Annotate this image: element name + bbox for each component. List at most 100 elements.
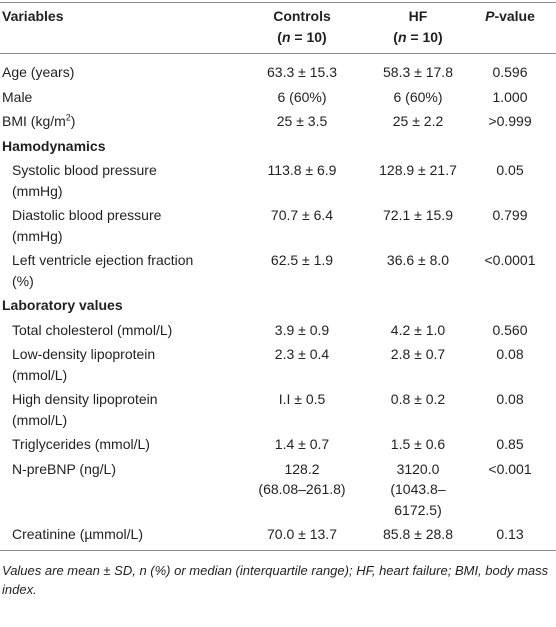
- text: 128.2: [284, 460, 320, 477]
- text: (68.08–261.8): [258, 481, 346, 497]
- text: Male: [2, 88, 33, 105]
- value-cell: 70.0 ± 13.7: [232, 522, 372, 550]
- value-cell: <0.0001: [464, 248, 556, 293]
- text: 0.799: [492, 207, 528, 223]
- value-cell: 58.3 ± 17.8: [372, 54, 464, 85]
- data-row: N-preBNP (ng/L) 128.2 (68.08–261.8) 3120.0 (…: [0, 457, 556, 523]
- text-line: (mmHg): [12, 226, 232, 247]
- text: 2.3 ± 0.4: [274, 346, 330, 362]
- text-segment: n: [397, 28, 407, 45]
- text-segment: (: [277, 28, 282, 45]
- value-cell: 0.560: [464, 318, 556, 343]
- row-label: Low-density lipoprotein (mmol/L): [0, 342, 232, 387]
- text: 0.8 ± 0.2: [390, 391, 446, 407]
- text: 4.2 ± 1.0: [390, 321, 446, 338]
- text-line: (mmol/L): [12, 410, 232, 431]
- value-cell: 0.08: [464, 387, 556, 432]
- text: 0.08: [496, 391, 524, 407]
- value-cell: 128.2 (68.08–261.8): [232, 457, 372, 523]
- data-row: Left ventricle ejection fraction (%) 62.5 …: [0, 248, 556, 293]
- text: 25 ± 3.5: [276, 113, 328, 129]
- table-header: Variables Controls (n = 10) HF (n = 10) P-val…: [0, 2, 556, 54]
- value-cell: 0.8 ± 0.2: [372, 387, 464, 432]
- text: 6 (60%): [277, 88, 327, 105]
- text: >0.999: [488, 113, 532, 129]
- text-line: (n = 10): [232, 27, 372, 48]
- row-label: Age (years): [0, 54, 232, 85]
- text-line: 3120.0: [372, 459, 464, 480]
- text: 6 (60%): [393, 88, 443, 105]
- text: <0.001: [488, 460, 532, 477]
- text: 3.9 ± 0.9: [274, 321, 330, 338]
- text: 113.8 ± 6.9: [267, 162, 337, 178]
- text: Triglycerides (mmol/L): [12, 436, 150, 452]
- row-label: Male: [0, 85, 232, 110]
- value-cell: <0.001: [464, 457, 556, 523]
- text: 36.6 ± 8.0: [386, 252, 450, 268]
- text-line: (%): [12, 271, 232, 292]
- text-segment: -value: [494, 8, 535, 24]
- text-line: (mmHg): [12, 181, 232, 202]
- value-cell: 2.3 ± 0.4: [232, 342, 372, 387]
- row-label: High density lipoprotein (mmol/L): [0, 387, 232, 432]
- footnote: Values are mean ± SD, n (%) or median (i…: [2, 562, 549, 597]
- section-row: Hamodynamics: [0, 134, 556, 159]
- value-cell: 128.9 ± 21.7: [372, 158, 464, 203]
- text: 1.4 ± 0.7: [274, 436, 330, 452]
- text-line: (mmol/L): [12, 365, 232, 386]
- value-cell: 63.3 ± 15.3: [232, 54, 372, 85]
- value-cell: 0.08: [464, 342, 556, 387]
- text: High density lipoprotein: [12, 391, 158, 407]
- row-label: Triglycerides (mmol/L): [0, 432, 232, 457]
- text-line: High density lipoprotein: [12, 389, 232, 410]
- text: 0.05: [496, 162, 524, 178]
- data-row: Low-density lipoprotein (mmol/L) 2.3 ± 0.4…: [0, 342, 556, 387]
- data-row: Triglycerides (mmol/L) 1.4 ± 0.7 1.5 ± 0.6…: [0, 432, 556, 457]
- text: Variables: [2, 8, 64, 24]
- text: 85.8 ± 28.8: [383, 526, 453, 542]
- value-cell: 1.4 ± 0.7: [232, 432, 372, 457]
- text: 0.596: [492, 64, 528, 80]
- text: 128.9 ± 21.7: [379, 162, 457, 178]
- text: 25 ± 2.2: [392, 113, 444, 129]
- text: Total cholesterol (mmol/L): [12, 321, 173, 338]
- text: 63.3 ± 15.3: [267, 64, 337, 80]
- value-cell: 25 ± 3.5: [232, 109, 372, 134]
- value-cell: 25 ± 2.2: [372, 109, 464, 134]
- row-label: BMI (kg/m2): [0, 109, 232, 134]
- value-cell: 36.6 ± 8.0: [372, 248, 464, 293]
- text-line: (1043.8–6172.5): [372, 479, 464, 520]
- text: (mmHg): [12, 182, 63, 199]
- text-line: (n = 10): [372, 27, 464, 48]
- value-cell: 0.05: [464, 158, 556, 203]
- row-label: Creatinine (µmmol/L): [0, 522, 232, 550]
- value-cell: 3120.0 (1043.8–6172.5): [372, 457, 464, 523]
- text: (mmol/L): [12, 366, 68, 383]
- text-line: Controls: [232, 6, 372, 27]
- value-cell: I.I ± 0.5: [232, 387, 372, 432]
- value-cell: 70.7 ± 6.4: [232, 203, 372, 248]
- value-cell: 0.596: [464, 54, 556, 85]
- value-cell: 6 (60%): [232, 85, 372, 110]
- text: Diastolic blood pressure: [12, 207, 162, 223]
- value-cell: 85.8 ± 28.8: [372, 522, 464, 550]
- text-line: Left ventricle ejection fraction: [12, 250, 232, 271]
- data-row: Creatinine (µmmol/L) 70.0 ± 13.7 85.8 ± 28…: [0, 522, 556, 550]
- section-label: Laboratory values: [0, 293, 556, 318]
- data-row: High density lipoprotein (mmol/L) I.I ± 0.…: [0, 387, 556, 432]
- value-cell: >0.999: [464, 109, 556, 134]
- text-segment: P: [485, 8, 495, 24]
- text-segment: = 10): [406, 28, 443, 45]
- row-label: Systolic blood pressure (mmHg): [0, 158, 232, 203]
- data-row: Diastolic blood pressure (mmHg) 70.7 ± 6.4…: [0, 203, 556, 248]
- text: (1043.8–6172.5): [390, 481, 446, 518]
- text: 1.000: [492, 88, 528, 105]
- text-segment: = 10): [290, 28, 327, 45]
- text: 62.5 ± 1.9: [270, 252, 334, 268]
- header-cell: HF (n = 10): [372, 3, 464, 54]
- table-body: Age (years) 63.3 ± 15.3 58.3 ± 17.8 0.596 Ma…: [0, 54, 556, 550]
- text-line: Low-density lipoprotein: [12, 344, 232, 365]
- text-segment: 2: [65, 112, 71, 123]
- data-row: Total cholesterol (mmol/L) 3.9 ± 0.9 4.2 ±…: [0, 318, 556, 343]
- text: Controls: [273, 8, 331, 24]
